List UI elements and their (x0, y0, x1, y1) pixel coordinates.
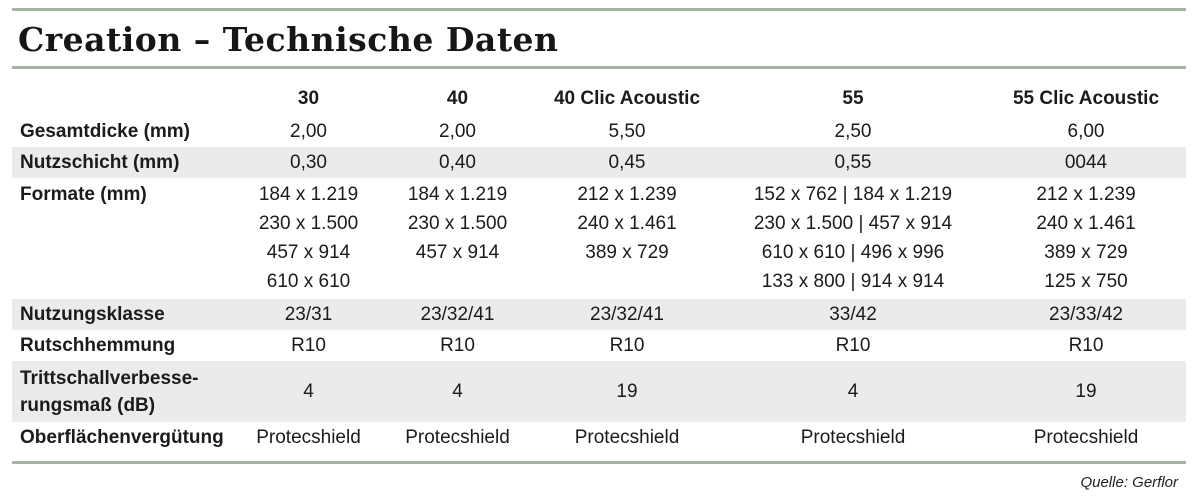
table-cell: R10 (609, 334, 645, 356)
table-row-trittschall: Trittschallverbesse- rungsmaß (dB) 4 4 1… (12, 361, 1186, 422)
table-cell: 152 x 762 | 184 x 1.219 230 x 1.500 | 45… (720, 178, 986, 299)
format-line: 184 x 1.219 (258, 184, 359, 205)
format-line: 230 x 1.500 (258, 213, 359, 234)
format-line: 240 x 1.461 (577, 213, 677, 234)
table-cell: 0044 (1064, 151, 1108, 173)
row-label-line: Trittschallverbesse- (20, 367, 199, 389)
row-label-line: rungsmaß (dB) (20, 394, 156, 416)
row-label: Gesamtdicke (mm) (20, 120, 191, 142)
table-cell: 2,00 (290, 120, 327, 142)
table-cell: Protecshield (1033, 426, 1139, 448)
row-label: Formate (mm) (20, 184, 147, 205)
format-line: 240 x 1.461 (1036, 213, 1136, 234)
format-line: 230 x 1.500 | 457 x 914 (753, 213, 953, 234)
table-cell: R10 (835, 334, 871, 356)
format-line: 184 x 1.219 (407, 184, 508, 205)
table-cell: 2,00 (439, 120, 476, 142)
format-line: 457 x 914 (415, 242, 500, 263)
column-header: 55 (842, 88, 864, 109)
format-line: 133 x 800 | 914 x 914 (761, 271, 945, 292)
table-cell: 4 (452, 381, 463, 402)
row-label: Trittschallverbesse- rungsmaß (dB) (12, 361, 236, 422)
column-header: 30 (297, 88, 320, 109)
format-line: 610 x 610 (266, 271, 351, 292)
row-label: Rutschhemmung (20, 334, 176, 356)
table-cell: R10 (440, 334, 475, 356)
row-label: Nutzschicht (mm) (20, 151, 180, 173)
format-line: 212 x 1.239 (577, 184, 677, 205)
format-line: 389 x 729 (1044, 242, 1128, 263)
table-cell: Protecshield (800, 426, 906, 448)
format-line: 389 x 729 (585, 242, 669, 263)
table-cell: Protecshield (405, 426, 510, 448)
table-cell: 23/33/42 (1049, 303, 1123, 325)
table-cell: 19 (616, 381, 638, 402)
format-line: 457 x 914 (266, 242, 351, 263)
table-cell: R10 (291, 334, 326, 356)
table-cell: Protecshield (256, 426, 361, 448)
table-cell: 4 (847, 381, 859, 402)
table-cell: R10 (1068, 334, 1104, 356)
table-row-rutschhemmung: Rutschhemmung R10 R10 R10 R10 R10 (12, 330, 1186, 361)
spec-table: 30 40 40 Clic Acoustic 55 55 Clic Acoust… (12, 84, 1186, 453)
table-cell: 212 x 1.239 240 x 1.461 389 x 729 125 x … (986, 178, 1186, 299)
table-cell: 6,00 (1067, 120, 1105, 142)
table-row-oberflaeche: Oberflächenvergütung Protecshield Protec… (12, 422, 1186, 453)
source-credit: Quelle: Gerflor (1080, 474, 1178, 491)
table-cell: 184 x 1.219 230 x 1.500 457 x 914 (381, 178, 534, 299)
header-row: 30 40 40 Clic Acoustic 55 55 Clic Acoust… (12, 84, 1186, 116)
table-row-gesamtdicke: Gesamtdicke (mm) 2,00 2,00 5,50 2,50 6,0… (12, 116, 1186, 147)
format-line: 152 x 762 | 184 x 1.219 (753, 184, 953, 205)
table-row-nutzschicht: Nutzschicht (mm) 0,30 0,40 0,45 0,55 004… (12, 147, 1186, 178)
table-cell: 0,30 (290, 151, 327, 173)
table-cell: 0,55 (834, 151, 872, 173)
title-rule (12, 66, 1186, 69)
table-cell: 184 x 1.219 230 x 1.500 457 x 914 610 x … (236, 178, 381, 299)
format-line: 125 x 750 (1044, 271, 1128, 292)
top-rule (12, 8, 1186, 11)
table-cell: 5,50 (608, 120, 646, 142)
table-cell: 2,50 (834, 120, 872, 142)
row-label: Nutzungsklasse (20, 303, 165, 325)
page-title: Creation – Technische Daten (18, 20, 559, 59)
bottom-rule (12, 461, 1186, 464)
column-header: 40 (446, 88, 469, 109)
table-cell: 33/42 (829, 303, 877, 325)
column-header: 55 Clic Acoustic (1012, 88, 1160, 109)
table-cell: 23/31 (284, 303, 333, 325)
table-cell: Protecshield (574, 426, 680, 448)
table-cell: 0,45 (608, 151, 646, 173)
table-row-formate: Formate (mm) 184 x 1.219 230 x 1.500 457… (12, 178, 1186, 299)
format-line: 610 x 610 | 496 x 996 (761, 242, 945, 263)
table-cell: 19 (1075, 381, 1097, 402)
format-line: 212 x 1.239 (1036, 184, 1136, 205)
column-header: 40 Clic Acoustic (553, 88, 701, 109)
table-cell: 4 (303, 381, 314, 402)
table-cell: 23/32/41 (420, 303, 495, 325)
format-line: 230 x 1.500 (407, 213, 508, 234)
table-cell: 0,40 (439, 151, 476, 173)
row-label: Oberflächenvergütung (20, 426, 224, 448)
header-empty-cell (12, 84, 236, 116)
table-row-nutzungsklasse: Nutzungsklasse 23/31 23/32/41 23/32/41 3… (12, 299, 1186, 330)
table-cell: 23/32/41 (590, 303, 664, 325)
table-cell: 212 x 1.239 240 x 1.461 389 x 729 (534, 178, 720, 299)
